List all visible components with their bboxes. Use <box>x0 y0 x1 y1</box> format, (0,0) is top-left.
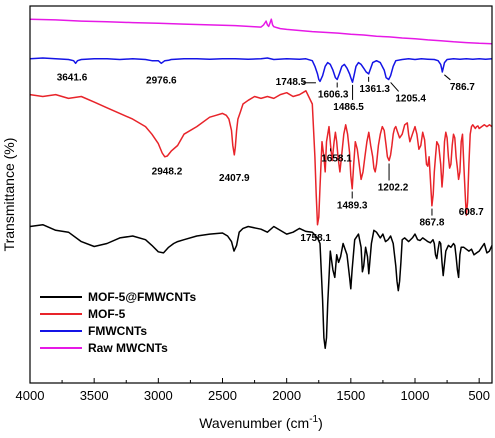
peak-label: 1748.5 <box>276 77 307 88</box>
peak-label: 2407.9 <box>219 173 250 184</box>
peak-label: 786.7 <box>450 82 475 93</box>
peak-label: 867.8 <box>419 218 444 229</box>
legend-label: Raw MWCNTs <box>88 341 168 355</box>
legend: MOF-5@FMWCNTs MOF-5 FMWCNTs Raw MWCNTs <box>40 290 196 355</box>
legend-label: MOF-5 <box>88 307 126 321</box>
peak-label: 1606.3 <box>318 89 349 100</box>
series-layer <box>29 18 493 350</box>
peak-label: 1489.3 <box>337 200 368 211</box>
peak-label: 3641.6 <box>57 73 88 84</box>
peak-label: 608.7 <box>459 207 484 218</box>
peak-label: 1486.5 <box>333 102 364 113</box>
peak-label: 1205.4 <box>395 93 426 104</box>
peak-label: 1361.3 <box>359 84 390 95</box>
series-line-mof-5-fmwcnts <box>29 223 493 350</box>
peak-label: 1758.1 <box>300 233 331 244</box>
series-line-fmwcnts <box>29 57 493 83</box>
x-axis-title-superscript: -1 <box>309 414 318 425</box>
x-tick-label: 2500 <box>208 388 237 403</box>
peak-label: 1658.1 <box>321 153 352 164</box>
x-tick-label: 2000 <box>272 388 301 403</box>
series-line-raw-mwcnts <box>29 18 493 45</box>
peak-label: 2976.6 <box>146 75 177 86</box>
x-tick-label: 1500 <box>336 388 365 403</box>
x-axis-title-end: ) <box>318 415 323 431</box>
x-axis-title: Wavenumber (cm-1) <box>199 414 323 431</box>
plot-frame <box>29 5 493 384</box>
annotation-layer: 3641.6 2976.6 1748.5 1606.3 1486.5 1361.3 1205… <box>57 73 484 245</box>
x-tick-label: 1000 <box>401 388 430 403</box>
legend-label: FMWCNTs <box>88 324 147 338</box>
x-tick-label: 500 <box>468 388 490 403</box>
y-axis-title: Transmittance (%) <box>1 138 17 252</box>
peak-label: 1202.2 <box>378 183 409 194</box>
annotation-arrow <box>444 74 451 81</box>
x-tick-label: 3500 <box>80 388 109 403</box>
x-tick-label: 4000 <box>16 388 45 403</box>
annotation-arrow <box>390 82 400 92</box>
peak-label: 2948.2 <box>152 167 183 178</box>
x-tick-label: 3000 <box>144 388 173 403</box>
series-line-mof-5 <box>29 90 493 226</box>
x-axis: 4000 3500 3000 2500 2000 1500 1000 500 <box>16 378 490 403</box>
legend-label: MOF-5@FMWCNTs <box>88 290 196 304</box>
